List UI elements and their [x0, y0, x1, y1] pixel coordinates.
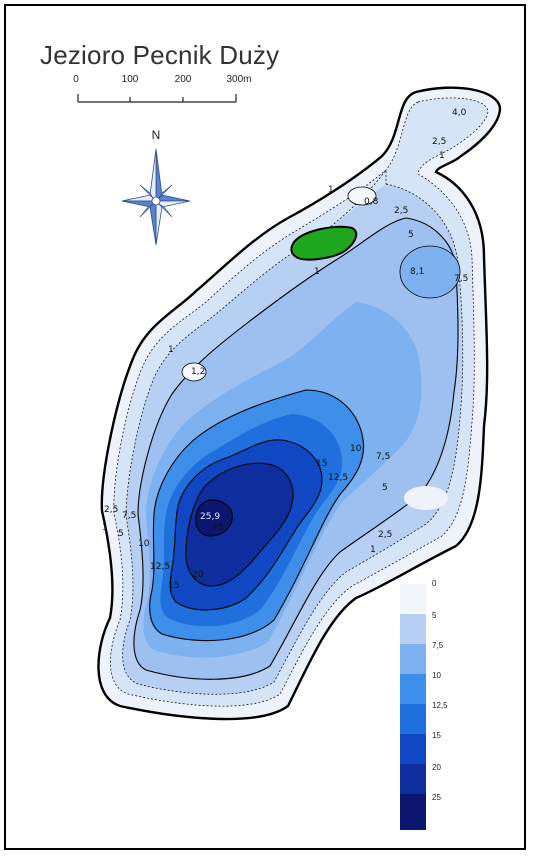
depth-label: 1 [370, 545, 376, 555]
lake [97, 86, 502, 721]
depth-label: 2,5 [104, 505, 118, 515]
depth-label: 1 [314, 267, 320, 277]
depth-label: 2,5 [394, 206, 408, 216]
depth-label: 25 [212, 523, 223, 533]
map-frame: Jezioro Pecnik Duży 0 100 200 300m N [4, 4, 526, 850]
depth-label: 1,2 [191, 367, 205, 377]
depth-label: 5 [408, 230, 414, 240]
depth-label: 15 [168, 581, 179, 591]
depth-label: 10 [350, 444, 362, 454]
legend-label: 12,5 [432, 701, 448, 710]
depth-label: 20 [192, 570, 204, 580]
depth-label: 12,5 [150, 562, 170, 572]
depth-label: 12,5 [328, 473, 348, 483]
depth-label: 5 [118, 529, 124, 539]
legend-label: 5 [432, 611, 437, 620]
map-title: Jezioro Pecnik Duży [40, 40, 280, 70]
depth-label: 2,5 [378, 530, 392, 540]
legend-label: 0 [432, 579, 437, 588]
depth-legend: 0 5 7,5 10 12,5 15 20 25 [400, 579, 448, 830]
legend-label: 15 [432, 731, 441, 740]
depth-label: 7,5 [122, 511, 136, 521]
depth-label: 0,8 [364, 197, 379, 207]
legend-label: 10 [432, 671, 441, 680]
scale-tick-label: 200 [175, 74, 192, 85]
depth-label: 1 [168, 345, 174, 355]
depth-label: 2,5 [432, 137, 446, 147]
bathymetric-map: 0 100 200 300m N [73, 74, 502, 830]
legend-label: 7,5 [432, 641, 444, 650]
depth-label: 7,5 [454, 274, 468, 284]
depth-label: 1 [328, 185, 334, 195]
depth-label: 1 [439, 151, 445, 161]
scale-tick-label: 300m [226, 74, 251, 85]
depth-label: 8,1 [410, 267, 424, 277]
depth-label-max: 25,9 [200, 512, 220, 522]
depth-label: 1 [102, 523, 108, 533]
depth-labels: 4,0 2,5 1 1 0,8 2,5 1 5 8,1 7,5 1 1,2 10… [102, 108, 468, 591]
scale-tick-label: 0 [73, 74, 79, 85]
depth-label: 10 [138, 539, 150, 549]
depth-label: 4,0 [452, 108, 467, 118]
scale-tick-label: 100 [122, 74, 139, 85]
legend-label: 20 [432, 763, 441, 772]
scale-bar: 0 100 200 300m [73, 74, 252, 103]
north-label: N [152, 128, 161, 142]
depth-label: 5 [382, 483, 388, 493]
legend-label: 25 [432, 793, 441, 802]
compass-rose-icon: N [121, 128, 191, 246]
island [290, 225, 358, 261]
depth-label: 7,5 [376, 452, 390, 462]
depth-label: 15 [316, 459, 327, 469]
